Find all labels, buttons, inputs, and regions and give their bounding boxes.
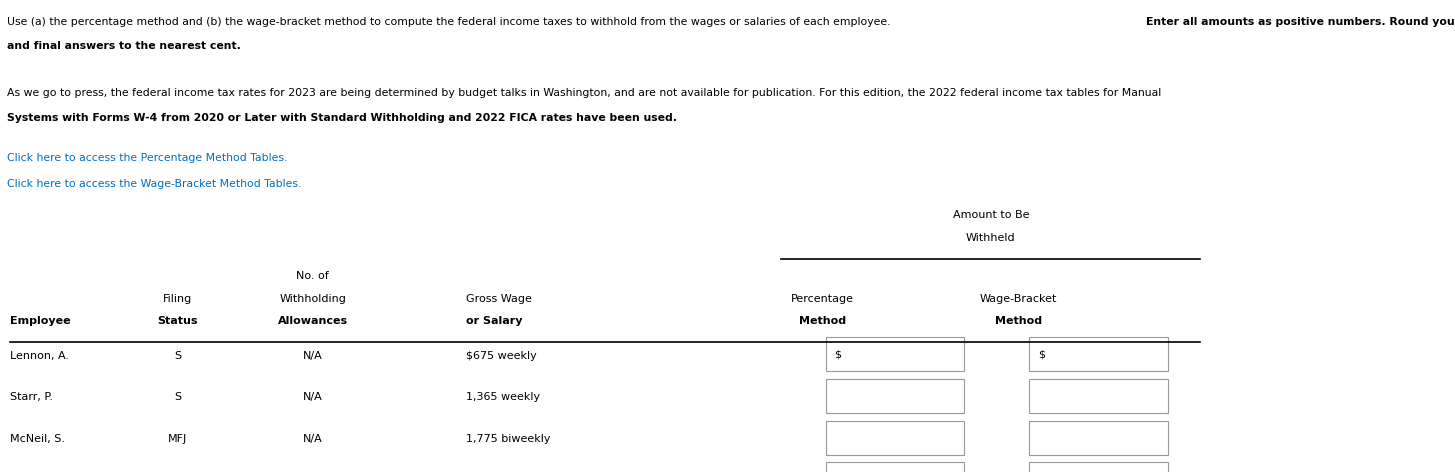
Text: Allowances: Allowances — [278, 316, 348, 326]
FancyBboxPatch shape — [1030, 462, 1168, 472]
FancyBboxPatch shape — [826, 462, 965, 472]
Text: Employee: Employee — [10, 316, 71, 326]
Text: Percentage: Percentage — [790, 294, 854, 303]
Text: 1,775 biweekly: 1,775 biweekly — [466, 434, 550, 444]
Text: Systems with Forms W-4 from 2020 or Later with Standard Withholding and 2022 FIC: Systems with Forms W-4 from 2020 or Late… — [7, 113, 677, 123]
Text: Click here to access the Percentage Method Tables.: Click here to access the Percentage Meth… — [7, 153, 288, 163]
Text: $: $ — [835, 349, 841, 360]
FancyBboxPatch shape — [1030, 337, 1168, 371]
FancyBboxPatch shape — [1030, 379, 1168, 413]
Text: $675 weekly: $675 weekly — [466, 351, 537, 361]
FancyBboxPatch shape — [1030, 421, 1168, 455]
Text: Gross Wage: Gross Wage — [466, 294, 531, 303]
Text: S: S — [175, 351, 180, 361]
Text: Withheld: Withheld — [966, 233, 1016, 243]
Text: Use (a) the percentage method and (b) the wage-bracket method to compute the fed: Use (a) the percentage method and (b) th… — [7, 17, 895, 26]
Text: McNeil, S.: McNeil, S. — [10, 434, 65, 444]
Text: Filing: Filing — [163, 294, 192, 303]
Text: Lennon, A.: Lennon, A. — [10, 351, 70, 361]
FancyBboxPatch shape — [826, 379, 965, 413]
Text: Status: Status — [157, 316, 198, 326]
Text: Starr, P.: Starr, P. — [10, 392, 54, 402]
Text: Method: Method — [995, 316, 1042, 326]
Text: MFJ: MFJ — [167, 434, 188, 444]
FancyBboxPatch shape — [826, 421, 965, 455]
Text: No. of: No. of — [297, 271, 329, 281]
Text: Wage-Bracket: Wage-Bracket — [979, 294, 1058, 303]
Text: N/A: N/A — [303, 392, 323, 402]
Text: S: S — [175, 392, 180, 402]
Text: Enter all amounts as positive numbers. Round your calculations: Enter all amounts as positive numbers. R… — [1147, 17, 1455, 26]
Text: N/A: N/A — [303, 434, 323, 444]
Text: Click here to access the Wage-Bracket Method Tables.: Click here to access the Wage-Bracket Me… — [7, 179, 301, 189]
FancyBboxPatch shape — [826, 337, 965, 371]
Text: 1,365 weekly: 1,365 weekly — [466, 392, 540, 402]
Text: $: $ — [1039, 349, 1045, 360]
Text: Withholding: Withholding — [279, 294, 346, 303]
Text: Amount to Be: Amount to Be — [953, 210, 1029, 219]
Text: or Salary: or Salary — [466, 316, 522, 326]
Text: and final answers to the nearest cent.: and final answers to the nearest cent. — [7, 41, 242, 51]
Text: As we go to press, the federal income tax rates for 2023 are being determined by: As we go to press, the federal income ta… — [7, 88, 1161, 98]
Text: N/A: N/A — [303, 351, 323, 361]
Text: Method: Method — [799, 316, 845, 326]
